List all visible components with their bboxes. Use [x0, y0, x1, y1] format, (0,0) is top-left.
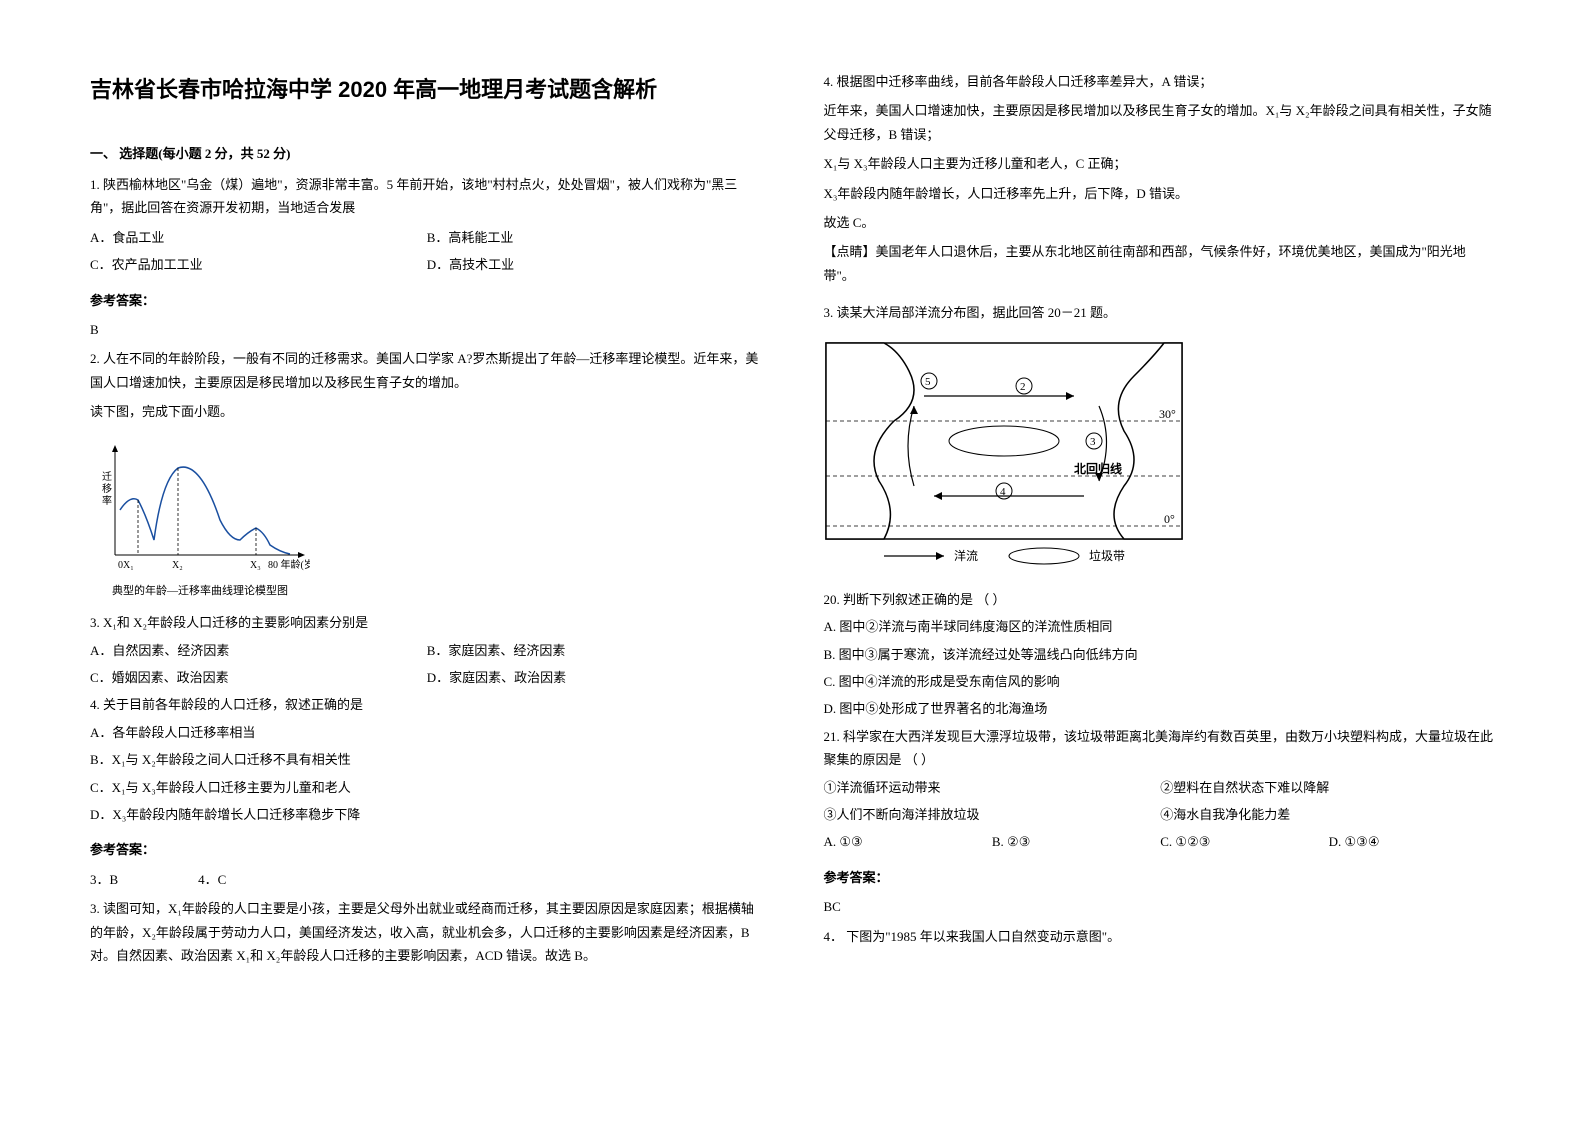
legend-current: 洋流 — [954, 548, 978, 563]
q3-row2: C．婚姻因素、政治因素 D．家庭因素、政治因素 — [90, 666, 764, 689]
q3-optA: A．自然因素、经济因素 — [90, 639, 427, 662]
ref-answer-label-1: 参考答案： — [90, 289, 764, 312]
explain4-l1: 近年来，美国人口增速加快，主要原因是移民增加以及移民生育子女的增加。X₁与 X₂… — [824, 99, 1498, 146]
q2021-ans: BC — [824, 895, 1498, 918]
q3-ans: 3．B — [90, 868, 118, 891]
svg-text:移: 移 — [102, 482, 112, 495]
q21-choices-row2: ③人们不断向海洋排放垃圾 ④海水自我净化能力差 — [824, 803, 1498, 826]
migration-chart: 迁 移 率 0X₁ X₂ X₃ 80 年龄(岁) 典型的年龄—迁移率曲线理论模型… — [90, 440, 764, 602]
explain4-l3: X₃年龄段内随年龄增长，人口迁移率先上升，后下降，D 错误。 — [824, 182, 1498, 205]
q1-text: 1. 陕西榆林地区"乌金（煤）遍地"，资源非常丰富。5 年前开始，该地"村村点火… — [90, 173, 764, 220]
chart-caption: 典型的年龄—迁移率曲线理论模型图 — [90, 582, 310, 602]
q1-optC: C．农产品加工工业 — [90, 253, 427, 276]
explain3: 3. 读图可知，X₁年龄段的人口主要是小孩，主要是父母外出就业或经商而迁移，其主… — [90, 897, 764, 967]
q20-optD: D. 图中⑤处形成了世界著名的北海渔场 — [824, 697, 1498, 720]
q4pop: 4． 下图为"1985 年以来我国人口自然变动示意图"。 — [824, 925, 1498, 948]
svg-text:率: 率 — [102, 494, 112, 507]
q21-optC: C. ①②③ — [1160, 830, 1328, 853]
xlabel-0: 0X₁ — [118, 560, 134, 571]
q21-choices-row1: ①洋流循环运动带来 ②塑料在自然状态下难以降解 — [824, 776, 1498, 799]
explain4-l0: 4. 根据图中迁移率曲线，目前各年龄段人口迁移率差异大，A 错误； — [824, 70, 1498, 93]
q2-readfig: 读下图，完成下面小题。 — [90, 400, 764, 423]
q2-intro: 2. 人在不同的年龄阶段，一般有不同的迁移需求。美国人口学家 A?罗杰斯提出了年… — [90, 347, 764, 394]
svg-text:3: 3 — [1090, 436, 1096, 448]
q3-optC: C．婚姻因素、政治因素 — [90, 666, 427, 689]
svg-text:5: 5 — [925, 376, 931, 388]
chart-svg: 迁 移 率 0X₁ X₂ X₃ 80 年龄(岁) — [90, 440, 310, 580]
q20-text: 20. 判断下列叙述正确的是 （ ） — [824, 588, 1498, 611]
q21-c2: ②塑料在自然状态下难以降解 — [1160, 776, 1497, 799]
left-column: 吉林省长春市哈拉海中学 2020 年高一地理月考试题含解析 一、 选择题(每小题… — [90, 70, 764, 1052]
xlabel-3: 80 年龄(岁) — [268, 558, 310, 571]
q21-options: A. ①③ B. ②③ C. ①②③ D. ①③④ — [824, 830, 1498, 853]
chart-ylabel: 迁 — [102, 471, 112, 483]
q1-optD: D．高技术工业 — [427, 253, 764, 276]
ref-answer-label-2: 参考答案： — [90, 838, 764, 861]
q3map-intro: 3. 读某大洋局部洋流分布图，据此回答 20－21 题。 — [824, 301, 1498, 324]
right-column: 4. 根据图中迁移率曲线，目前各年龄段人口迁移率差异大，A 错误； 近年来，美国… — [824, 70, 1498, 1052]
q3-optD: D．家庭因素、政治因素 — [427, 666, 764, 689]
q1-options-row1: A．食品工业 B．高耗能工业 — [90, 226, 764, 249]
q34-answers: 3．B 4．C — [90, 868, 764, 891]
q20-optA: A. 图中②洋流与南半球同纬度海区的洋流性质相同 — [824, 615, 1498, 638]
q1-answer: B — [90, 318, 764, 341]
q4-optD: D．X₃年龄段内随年龄增长人口迁移率稳步下降 — [90, 803, 764, 826]
q20-optC: C. 图中④洋流的形成是受东南信风的影响 — [824, 670, 1498, 693]
xlabel-2: X₃ — [250, 560, 261, 571]
q21-optB: B. ②③ — [992, 830, 1160, 853]
q3-optB: B．家庭因素、经济因素 — [427, 639, 764, 662]
section-header: 一、 选择题(每小题 2 分，共 52 分) — [90, 142, 764, 165]
q21-c3: ③人们不断向海洋排放垃圾 — [824, 803, 1161, 826]
q21-c1: ①洋流循环运动带来 — [824, 776, 1161, 799]
xlabel-1: X₂ — [172, 560, 183, 571]
q3-text: 3. X₁和 X₂年龄段人口迁移的主要影响因素分别是 — [90, 611, 764, 634]
lat30: 30° — [1159, 407, 1176, 421]
ref-answer-label-3: 参考答案： — [824, 866, 1498, 889]
svg-text:4: 4 — [1000, 486, 1006, 498]
q4-optA: A．各年龄段人口迁移率相当 — [90, 721, 764, 744]
q21-text: 21. 科学家在大西洋发现巨大漂浮垃圾带，该垃圾带距离北美海岸约有数百英里，由数… — [824, 725, 1498, 772]
q21-optA: A. ①③ — [824, 830, 992, 853]
q21-optD: D. ①③④ — [1329, 830, 1497, 853]
q3-row1: A．自然因素、经济因素 B．家庭因素、经济因素 — [90, 639, 764, 662]
page-title: 吉林省长春市哈拉海中学 2020 年高一地理月考试题含解析 — [90, 70, 764, 110]
explain4-l4: 故选 C。 — [824, 211, 1498, 234]
legend-trash: 垃圾带 — [1089, 548, 1125, 563]
ocean-map: 30° 0° 北回归线 5 2 3 4 洋流 垃圾带 — [824, 341, 1498, 578]
lat0: 0° — [1164, 512, 1175, 526]
q1-optB: B．高耗能工业 — [427, 226, 764, 249]
map-svg: 30° 0° 北回归线 5 2 3 4 洋流 垃圾带 — [824, 341, 1184, 571]
q4-text: 4. 关于目前各年龄段的人口迁移，叙述正确的是 — [90, 693, 764, 716]
q1-optA: A．食品工业 — [90, 226, 427, 249]
svg-text:2: 2 — [1020, 381, 1026, 393]
q4-ans: 4．C — [198, 868, 226, 891]
q4-optC: C．X₁与 X₃年龄段人口迁移主要为儿童和老人 — [90, 776, 764, 799]
q21-c4: ④海水自我净化能力差 — [1160, 803, 1497, 826]
point4: 【点睛】美国老年人口退休后，主要从东北地区前往南部和西部，气候条件好，环境优美地… — [824, 240, 1498, 287]
q1-options-row2: C．农产品加工工业 D．高技术工业 — [90, 253, 764, 276]
q20-optB: B. 图中③属于寒流，该洋流经过处等温线凸向低纬方向 — [824, 643, 1498, 666]
q4-optB: B．X₁与 X₂年龄段之间人口迁移不具有相关性 — [90, 748, 764, 771]
explain4-l2: X₁与 X₃年龄段人口主要为迁移儿童和老人，C 正确； — [824, 152, 1498, 175]
